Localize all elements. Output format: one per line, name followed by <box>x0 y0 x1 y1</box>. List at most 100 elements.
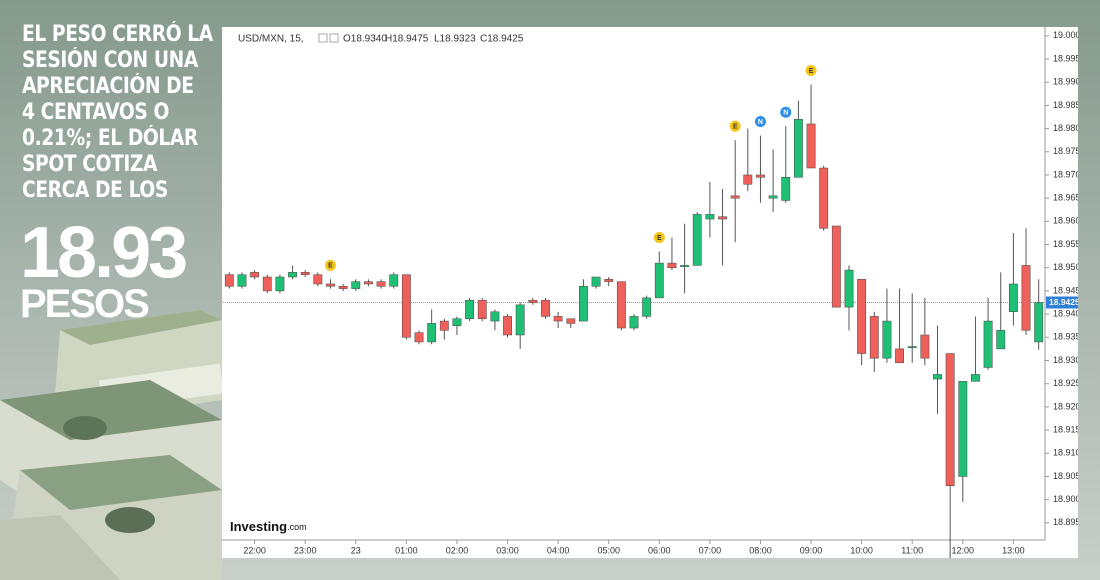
headline-line: EL PESO CERRÓ LA <box>22 22 213 47</box>
event-label: E <box>328 263 333 270</box>
event-marker <box>805 65 817 77</box>
candle-body <box>958 381 968 477</box>
event-marker <box>324 259 336 271</box>
x-tick-label: 01:00 <box>395 545 418 555</box>
candle-body <box>376 281 386 287</box>
y-tick-label: 18.9850 <box>1053 100 1078 110</box>
y-tick-label: 18.9700 <box>1053 169 1078 179</box>
y-tick-label: 18.9900 <box>1053 77 1078 87</box>
candle-body <box>654 262 664 299</box>
candle-body <box>945 353 955 486</box>
event-marker <box>754 116 766 128</box>
candle-body <box>250 272 260 278</box>
candle-body <box>313 274 323 285</box>
candle-body <box>490 311 500 322</box>
y-tick-label: 18.9350 <box>1053 332 1078 342</box>
candle-body <box>1021 265 1031 331</box>
candle-body <box>996 330 1006 350</box>
ohlc-label: H18.9475 <box>385 34 429 45</box>
x-tick-label: 05:00 <box>597 545 620 555</box>
candle-body <box>275 276 285 292</box>
candle-body <box>262 276 272 292</box>
symbol: USD/MXN, 15, <box>238 34 304 45</box>
candle-body <box>224 274 234 287</box>
candle-body <box>1008 283 1018 313</box>
candle-body <box>439 320 449 331</box>
brand: Investing.com <box>230 519 307 534</box>
candle-body <box>857 279 867 354</box>
event-label: N <box>783 110 788 117</box>
y-tick-label: 18.9450 <box>1053 285 1078 295</box>
chart: USD/MXN, 15, O18.9340 H18.9475 L18.9323 … <box>222 27 1078 558</box>
y-tick-label: 18.9550 <box>1053 239 1078 249</box>
candle-body <box>414 332 424 343</box>
candle-body <box>869 316 879 359</box>
x-tick-label: 11:00 <box>901 545 923 555</box>
candle-body <box>730 195 740 199</box>
candle-body <box>895 348 904 364</box>
candle-body <box>629 316 639 329</box>
candle-body <box>642 297 652 317</box>
y-tick-label: 18.9100 <box>1053 448 1078 458</box>
candle-body <box>515 304 525 336</box>
candle-body <box>1034 302 1044 343</box>
y-tick-label: 18.9300 <box>1053 355 1078 365</box>
x-tick-label: 02:00 <box>446 545 469 555</box>
y-tick-label: 18.9000 <box>1053 494 1078 504</box>
x-tick-label: 23 <box>351 545 361 555</box>
candle-body <box>528 299 538 303</box>
header-icon <box>329 33 339 43</box>
candle-body <box>882 320 892 359</box>
x-tick-label: 06:00 <box>648 545 671 555</box>
candle-body <box>692 214 702 266</box>
x-tick-label: 09:00 <box>800 545 823 555</box>
x-tick-label: 23:00 <box>294 545 317 555</box>
candle-body <box>389 274 399 287</box>
money-illustration <box>0 310 222 580</box>
headline-line: SESIÓN CON UNA <box>22 48 198 73</box>
candle-body <box>553 316 563 322</box>
candle-body <box>237 274 247 287</box>
x-tick-label: 07:00 <box>699 545 722 555</box>
y-tick-label: 18.9200 <box>1053 401 1078 411</box>
x-tick-label: 22:00 <box>243 545 266 555</box>
x-tick-label: 08:00 <box>749 545 772 555</box>
candle-body <box>907 346 917 349</box>
candle-body <box>604 279 614 282</box>
y-tick-label: 18.9400 <box>1053 308 1078 318</box>
candle-body <box>364 281 373 285</box>
y-tick-label: 18.8950 <box>1053 517 1078 527</box>
candle-body <box>452 318 462 326</box>
brand-name: Investing <box>230 519 287 534</box>
headline-line: 0.21%; EL DÓLAR <box>22 126 198 151</box>
candle-body <box>793 119 803 178</box>
x-tick-label: 03:00 <box>496 545 519 555</box>
y-tick-label: 18.9750 <box>1053 146 1078 156</box>
candle-body <box>844 269 854 308</box>
event-label: E <box>733 124 738 131</box>
candle-body <box>351 281 361 289</box>
header-icon <box>318 33 328 43</box>
chart-background <box>222 27 1078 558</box>
last-price-tag <box>1046 296 1078 309</box>
candle-body <box>781 177 791 201</box>
y-tick-label: 18.9600 <box>1053 216 1078 226</box>
candle-body <box>983 320 993 368</box>
candle-body <box>401 274 411 338</box>
candle-body <box>705 214 715 220</box>
candle-body <box>616 281 626 329</box>
candle-body <box>578 286 588 322</box>
event-label: E <box>809 68 814 75</box>
event-marker <box>780 106 792 118</box>
event-marker <box>729 120 741 132</box>
candle-body <box>806 123 816 169</box>
candle-body <box>831 225 841 308</box>
y-tick-label: 18.9150 <box>1053 424 1078 434</box>
x-tick-label: 10:00 <box>850 545 873 555</box>
headline-line: APRECIACIÓN DE <box>22 74 194 99</box>
candle-body <box>591 276 601 287</box>
event-label: E <box>657 235 662 242</box>
candle-body <box>300 272 310 275</box>
headline-panel: EL PESO CERRÓ LA SESIÓN CON UNA APRECIAC… <box>0 0 222 580</box>
